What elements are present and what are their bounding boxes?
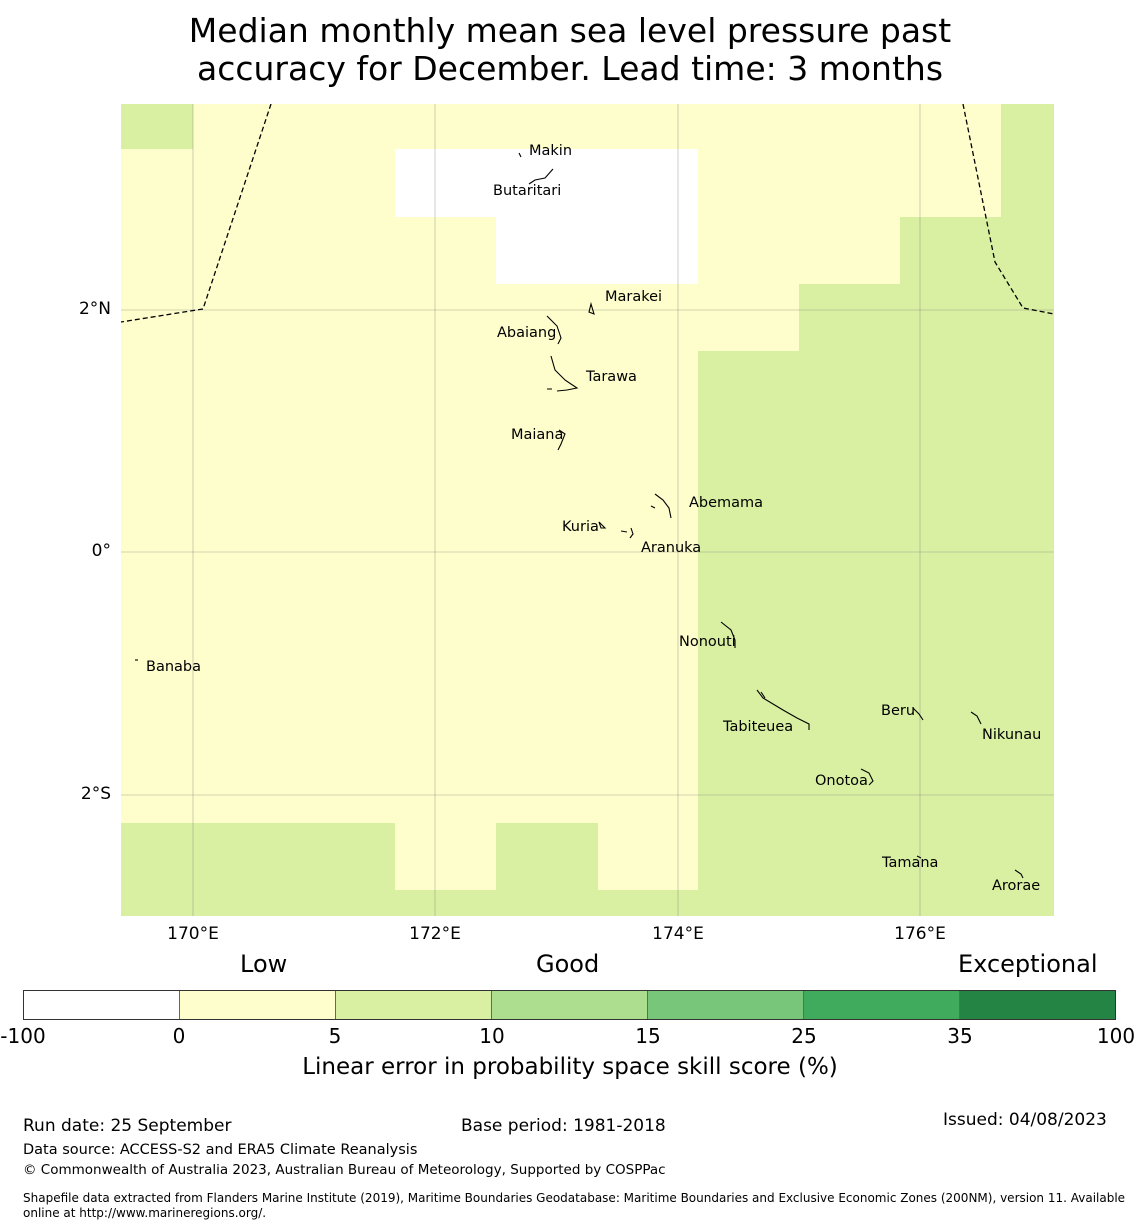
- chart-title: Median monthly mean sea level pressure p…: [0, 12, 1140, 88]
- island-shape-aranuka: [620, 527, 634, 539]
- colorbar-segment: [336, 991, 492, 1019]
- island-shape-arorae: [1014, 869, 1024, 879]
- island-label-nikunau: Nikunau: [982, 727, 1041, 743]
- island-shape-abaiang: [546, 315, 562, 345]
- island-label-maiana: Maiana: [511, 427, 563, 443]
- island-label-tarawa: Tarawa: [585, 369, 637, 385]
- island-label-tabiteuea: Tabiteuea: [722, 719, 793, 735]
- base-period: Base period: 1981-2018: [461, 1116, 666, 1136]
- colorbar-tick: 15: [635, 1024, 661, 1048]
- lon-label-172e: 172°E: [409, 924, 461, 944]
- colorbar-tick: -100: [0, 1024, 46, 1048]
- island-labels: Makin Butaritari Marakei Abaiang Tarawa …: [146, 143, 1041, 894]
- island-shape-maiana: [557, 429, 566, 451]
- island-shape-tarawa: [547, 355, 579, 392]
- colorbar-category-low: Low: [240, 950, 288, 978]
- eez-boundaries: [121, 104, 1054, 323]
- island-shape-onotoa: [860, 768, 874, 786]
- island-label-nonouti: Nonouti: [679, 634, 736, 650]
- island-label-banaba: Banaba: [146, 659, 201, 675]
- lat-label-0: 0°: [91, 541, 111, 561]
- run-date: Run date: 25 September: [23, 1116, 232, 1136]
- island-shape-nikunau: [970, 711, 982, 725]
- island-label-onotoa: Onotoa: [815, 773, 868, 789]
- island-shape-makin: [518, 152, 522, 158]
- island-shape-kuria: [598, 521, 607, 529]
- colorbar-segment: [24, 991, 180, 1019]
- colorbar-category-exceptional: Exceptional: [958, 950, 1098, 978]
- colorbar-tick: 35: [947, 1024, 973, 1048]
- colorbar-segment: [648, 991, 804, 1019]
- data-source: Data source: ACCESS-S2 and ERA5 Climate …: [23, 1142, 418, 1158]
- title-line-2: accuracy for December. Lead time: 3 mont…: [196, 49, 944, 88]
- issued-date: Issued: 04/08/2023: [943, 1110, 1107, 1130]
- skill-cell-good: [121, 104, 193, 149]
- colorbar-tick: 10: [479, 1024, 505, 1048]
- skill-cell-good: [900, 217, 1054, 285]
- colorbar-segment: [960, 991, 1115, 1019]
- graticule: [121, 104, 1054, 916]
- island-label-makin: Makin: [529, 143, 572, 159]
- lat-label-2n: 2°N: [78, 299, 111, 319]
- island-shape-tamana: [916, 855, 922, 859]
- island-shape-butaritari: [528, 168, 554, 185]
- colorbar-tick: 0: [172, 1024, 186, 1048]
- island-label-abaiang: Abaiang: [497, 325, 556, 341]
- eez-boundary-east: [962, 104, 1054, 315]
- island-outlines: [135, 152, 1024, 879]
- colorbar-label: Linear error in probability space skill …: [302, 1054, 838, 1080]
- colorbar-tick: 100: [1096, 1024, 1136, 1048]
- island-label-beru: Beru: [881, 703, 915, 719]
- island-label-butaritari: Butaritari: [493, 183, 561, 199]
- shapefile-credit: Shapefile data extracted from Flanders M…: [23, 1191, 1126, 1220]
- colorbar-tick: 5: [328, 1024, 342, 1048]
- island-label-abemama: Abemama: [689, 495, 763, 511]
- copyright: © Commonwealth of Australia 2023, Austra…: [23, 1162, 666, 1178]
- island-label-kuria: Kuria: [562, 519, 599, 535]
- skill-cell-none: [395, 149, 698, 217]
- colorbar-tick: 25: [791, 1024, 817, 1048]
- lon-label-176e: 176°E: [894, 924, 946, 944]
- lat-label-2s: 2°S: [80, 784, 111, 804]
- skill-cell-good: [395, 890, 698, 916]
- map-svg: Makin Butaritari Marakei Abaiang Tarawa …: [121, 104, 1054, 916]
- island-label-marakei: Marakei: [605, 289, 662, 305]
- island-shape-beru: [912, 707, 924, 721]
- island-shape-nonouti: [720, 621, 736, 648]
- island-label-aranuka: Aranuka: [641, 540, 701, 556]
- map-panel[interactable]: Makin Butaritari Marakei Abaiang Tarawa …: [121, 104, 1054, 916]
- skill-cell-good: [698, 351, 1054, 916]
- island-label-tamana: Tamana: [881, 855, 938, 871]
- colorbar-segment: [492, 991, 648, 1019]
- colorbar-segment: [804, 991, 960, 1019]
- island-shape-abemama: [650, 493, 672, 519]
- lon-label-170e: 170°E: [167, 924, 219, 944]
- title-line-1: Median monthly mean sea level pressure p…: [188, 11, 952, 50]
- lon-label-174e: 174°E: [652, 924, 704, 944]
- skill-cell-good: [799, 284, 1054, 352]
- colorbar-category-good: Good: [536, 950, 600, 978]
- island-label-arorae: Arorae: [992, 878, 1040, 894]
- skill-cell-good: [1001, 104, 1054, 217]
- skill-cell-good: [121, 823, 395, 916]
- skill-cell-none: [496, 216, 698, 284]
- island-shape-tabiteuea: [756, 689, 810, 730]
- colorbar: [23, 990, 1116, 1020]
- colorbar-segment: [180, 991, 336, 1019]
- island-shape-marakei: [588, 301, 595, 315]
